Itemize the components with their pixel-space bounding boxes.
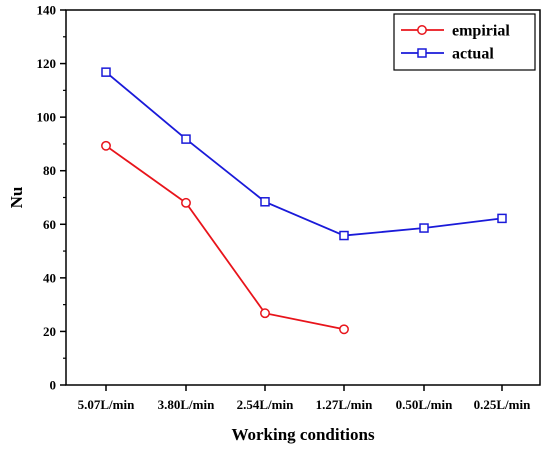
data-point-actual (419, 223, 429, 233)
data-point-actual (339, 230, 349, 241)
data-point-actual (101, 67, 111, 77)
y-tick-label: 120 (37, 56, 57, 71)
y-axis-title: Nu (7, 187, 26, 209)
y-tick-label: 0 (50, 378, 57, 393)
data-point-empirial (101, 140, 111, 151)
series-layer (101, 67, 507, 335)
x-tick-label: 1.27L/min (316, 397, 373, 412)
y-tick-label: 140 (37, 3, 57, 18)
series-empirial (101, 140, 349, 335)
y-axis: 0 20 40 60 80 100 120 140 (37, 3, 66, 393)
x-tick-label: 5.07L/min (78, 397, 135, 412)
data-point-empirial (339, 324, 349, 335)
data-point-empirial (260, 308, 270, 319)
series-line-actual (105, 71, 503, 237)
legend-marker-actual (417, 48, 427, 58)
x-tick-label: 3.80L/min (158, 397, 215, 412)
x-tick-label: 2.54L/min (237, 397, 294, 412)
y-tick-label: 60 (43, 217, 56, 232)
series-actual (101, 67, 507, 241)
data-point-empirial (181, 197, 191, 208)
y-tick-label: 80 (43, 163, 56, 178)
legend-marker-empirial (417, 25, 427, 35)
legend: empirial actual (393, 13, 536, 71)
legend-label-actual: actual (452, 46, 494, 63)
series-line-empirial (105, 145, 345, 331)
data-point-actual (260, 197, 270, 207)
data-point-actual (181, 134, 191, 144)
y-tick-label: 20 (43, 324, 56, 339)
y-tick-label: 100 (37, 110, 57, 125)
y-tick-label: 40 (43, 270, 56, 285)
x-tick-label: 0.25L/min (474, 397, 531, 412)
x-axis-title: Working conditions (231, 425, 375, 444)
legend-box (393, 13, 536, 71)
data-point-actual (497, 213, 507, 224)
x-axis: 5.07L/min 3.80L/min 2.54L/min 1.27L/min 0.50… (78, 385, 531, 412)
legend-label-empirial: empirial (452, 23, 510, 40)
x-tick-label: 0.50L/min (396, 397, 453, 412)
